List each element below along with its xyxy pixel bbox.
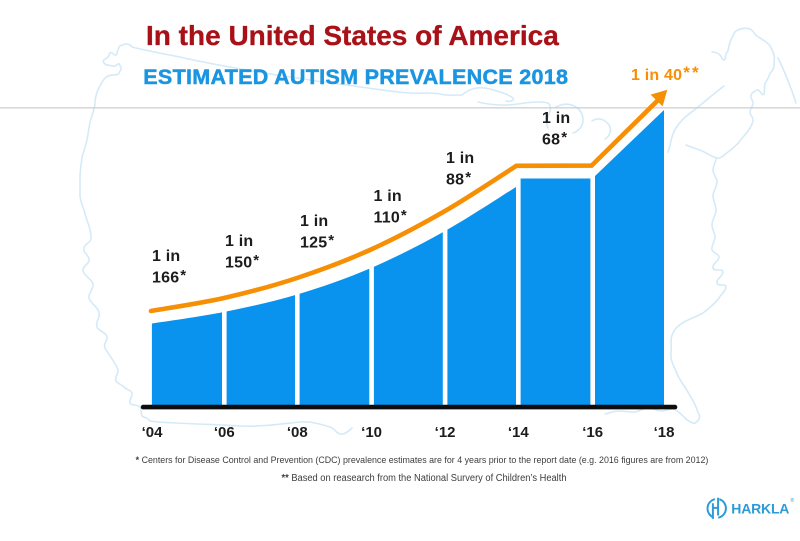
svg-text:®: ® (791, 497, 795, 504)
svg-text:HARKLA: HARKLA (731, 501, 789, 517)
